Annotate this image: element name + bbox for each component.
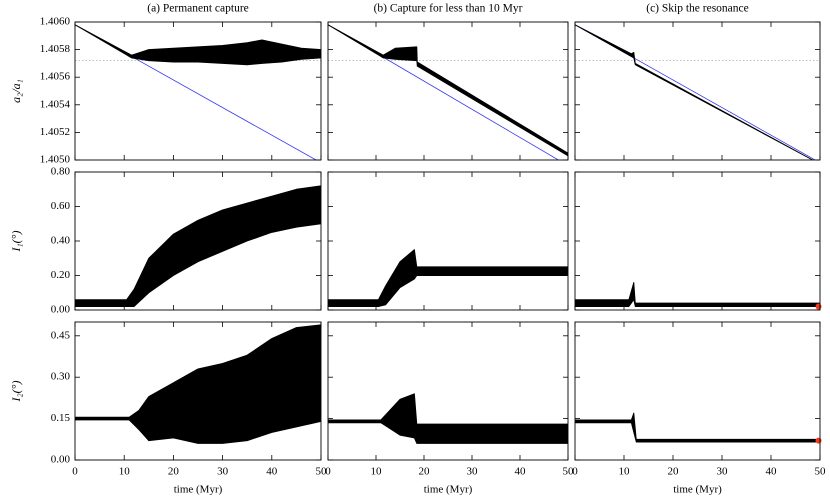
y-tick-label: 1.4058	[40, 43, 71, 55]
y-axis-label: I₁(°)	[9, 231, 23, 253]
plot-area	[75, 24, 321, 160]
oscillation-band	[328, 393, 568, 444]
x-tick-label: 40	[766, 466, 778, 478]
y-tick-label: 1.4060	[40, 16, 71, 28]
axes-frame	[327, 321, 569, 461]
plot-area	[75, 185, 321, 307]
plot-area	[328, 393, 568, 444]
axes-frame	[574, 21, 821, 161]
x-tick-label: 0	[325, 466, 331, 478]
x-axis-label: time (Myr)	[424, 484, 473, 496]
axes-frame	[74, 21, 322, 161]
y-tick-label: 0.15	[51, 412, 71, 424]
oscillation-band	[575, 24, 814, 160]
x-tick-label: 20	[668, 466, 680, 478]
x-tick-label: 0	[572, 466, 578, 478]
y-tick-label: 0.00	[51, 304, 71, 316]
oscillation-band	[75, 324, 321, 444]
axes-frame	[327, 21, 569, 161]
y-axis-label: a₂/a₁	[9, 79, 23, 103]
plot-area	[328, 24, 568, 160]
panel-title: (a) Permanent capture	[147, 3, 249, 15]
plot-area	[575, 24, 820, 160]
axes-frame	[574, 321, 821, 461]
y-tick-label: 0.40	[51, 235, 71, 247]
axes-frame	[74, 321, 322, 461]
panel-title: (b) Capture for less than 10 Myr	[374, 3, 523, 15]
plot-area	[328, 249, 568, 307]
x-tick-label: 50	[815, 466, 827, 478]
x-tick-label: 10	[619, 466, 631, 478]
y-tick-label: 0.30	[51, 371, 71, 383]
x-tick-label: 30	[717, 466, 729, 478]
x-axis-label: time (Myr)	[673, 484, 722, 496]
plot-area	[75, 324, 321, 444]
plot-area	[575, 281, 820, 307]
x-tick-label: 30	[217, 466, 229, 478]
x-tick-label: 20	[168, 466, 180, 478]
y-axis-label: I₂(°)	[9, 381, 23, 403]
x-tick-label: 50	[563, 466, 575, 478]
oscillation-band	[328, 249, 568, 307]
x-tick-label: 0	[72, 466, 78, 478]
oscillation-band	[328, 24, 568, 157]
x-tick-label: 20	[419, 466, 431, 478]
y-tick-label: 1.4052	[40, 126, 70, 138]
panel-title: (c) Skip the resonance	[646, 3, 749, 15]
plot-area	[575, 412, 820, 443]
x-tick-label: 10	[371, 466, 383, 478]
axes-frame	[74, 171, 322, 311]
oscillation-band	[575, 412, 820, 443]
x-tick-label: 30	[467, 466, 479, 478]
oscillation-band	[75, 185, 321, 307]
axes-frame	[327, 171, 569, 311]
y-tick-label: 0.20	[51, 269, 71, 281]
y-tick-label: 0.60	[51, 200, 71, 212]
axes-frame	[574, 171, 821, 311]
oscillation-band	[75, 24, 321, 66]
y-tick-label: 0.80	[51, 166, 71, 178]
y-tick-label: 0.00	[51, 454, 71, 466]
y-tick-label: 1.4056	[40, 71, 71, 83]
oscillation-band	[575, 281, 820, 307]
y-tick-label: 1.4054	[40, 98, 71, 110]
y-tick-label: 1.4050	[40, 154, 71, 166]
y-tick-label: 0.45	[51, 329, 71, 341]
end-point	[815, 303, 822, 310]
end-point	[815, 437, 822, 444]
x-tick-label: 40	[515, 466, 527, 478]
x-tick-label: 40	[266, 466, 278, 478]
x-tick-label: 50	[316, 466, 328, 478]
x-tick-label: 10	[119, 466, 131, 478]
x-axis-label: time (Myr)	[174, 484, 223, 496]
